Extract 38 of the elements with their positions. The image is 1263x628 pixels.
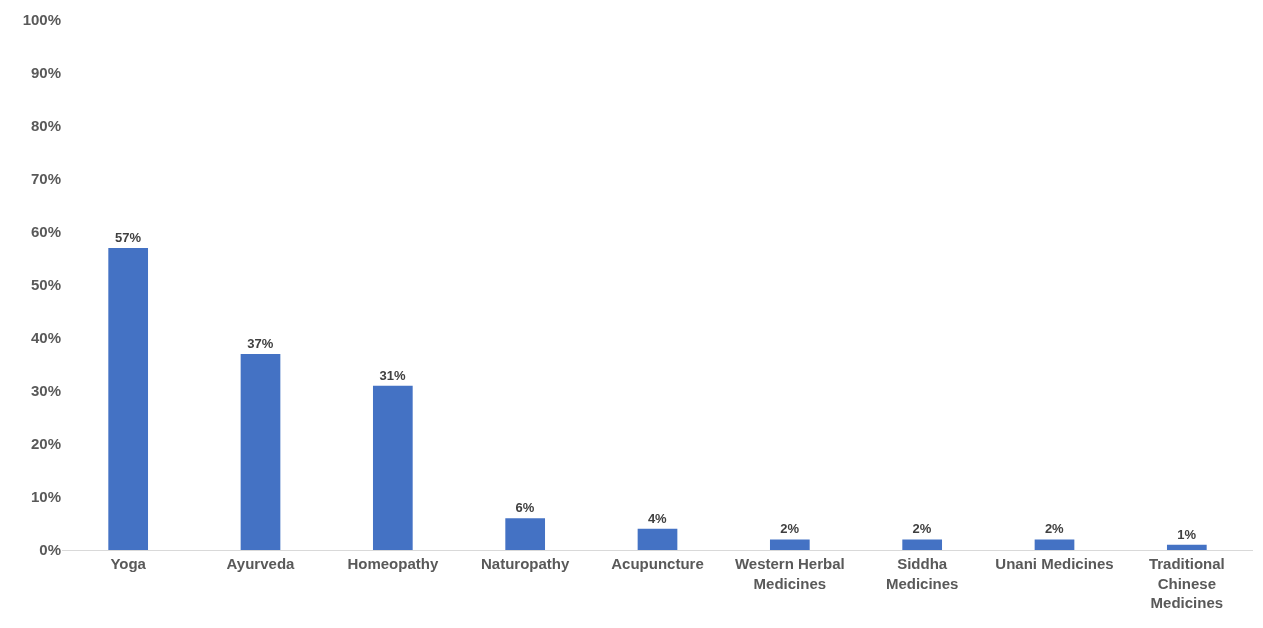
x-tick-label: Ayurveda (226, 555, 296, 572)
x-tick-label: Siddha Medicines (885, 555, 959, 592)
bar (505, 518, 546, 550)
data-label: 2% (912, 521, 932, 537)
x-tick-label: Homeopathy (347, 555, 439, 572)
x-tick-label: Unani Medicines (995, 555, 1114, 572)
bar (1034, 539, 1075, 550)
y-tick-label: 70% (30, 170, 61, 188)
data-label: 57% (114, 229, 142, 245)
y-tick-label: 30% (30, 382, 61, 400)
y-tick-label: 0% (39, 541, 61, 559)
x-tick-label: Western Herbal Medicines (734, 555, 845, 592)
data-label: 2% (1044, 521, 1065, 537)
y-tick-label: 40% (30, 329, 61, 347)
data-label: 1% (1177, 526, 1197, 542)
data-label: 37% (247, 335, 274, 351)
x-tick-label: Naturopathy (481, 555, 570, 572)
x-tick-label: Yoga (110, 555, 147, 572)
bar (637, 528, 678, 550)
data-label: 2% (780, 521, 800, 537)
bar (108, 247, 149, 550)
data-label: 31% (379, 367, 407, 383)
bar (1166, 544, 1207, 550)
data-label: 4% (647, 510, 668, 526)
y-tick-label: 100% (22, 11, 61, 29)
y-tick-label: 20% (30, 435, 61, 453)
x-tick-label: Acupuncture (611, 555, 704, 572)
y-tick-label: 50% (30, 276, 61, 294)
bar (372, 385, 413, 550)
y-tick-label: 10% (30, 488, 61, 506)
y-tick-label: 90% (30, 64, 61, 82)
y-tick-label: 60% (30, 223, 61, 241)
y-tick-label: 80% (30, 117, 61, 135)
bar (769, 539, 810, 550)
data-label: 6% (515, 500, 535, 516)
bar (240, 353, 281, 550)
x-tick-label: Traditional Chinese Medicines (1148, 555, 1225, 611)
bar (902, 539, 943, 550)
